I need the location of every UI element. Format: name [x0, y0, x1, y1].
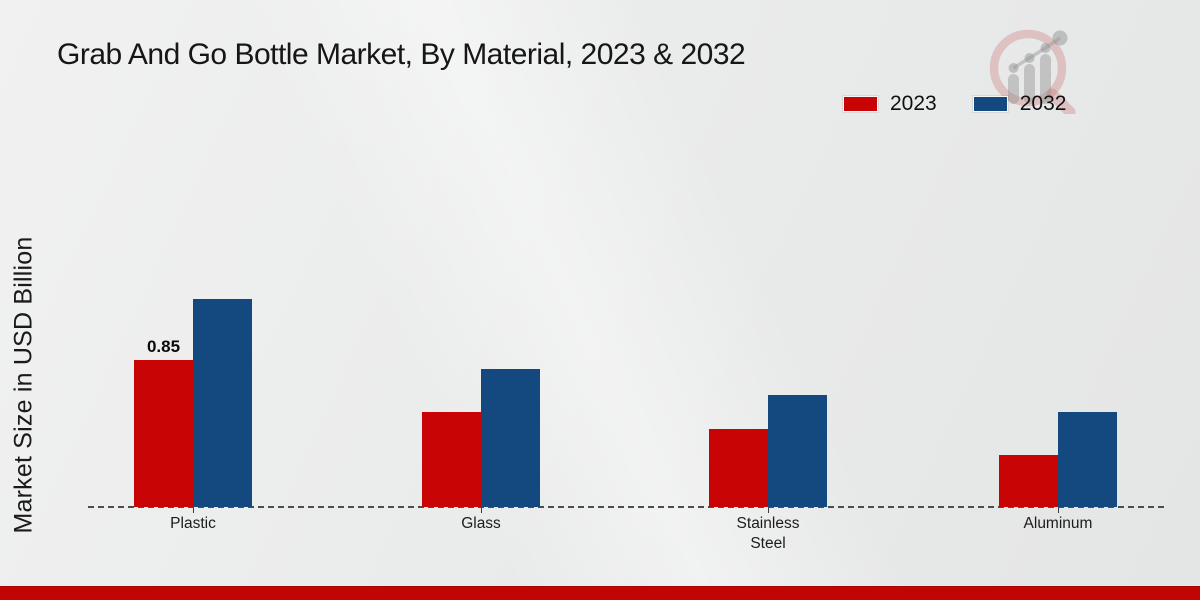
legend-item-2032: 2032 — [972, 92, 1067, 116]
legend-swatch-2032 — [972, 96, 1008, 112]
legend-item-2023: 2023 — [843, 92, 937, 116]
logo-bars-icon — [1008, 54, 1051, 104]
x-axis-label-glass: Glass — [461, 515, 501, 532]
legend-swatch-2023 — [843, 96, 878, 112]
bar-2032-aluminum — [1058, 412, 1117, 507]
bar-2032-plastic — [193, 299, 252, 507]
bar-2023-plastic — [134, 360, 193, 507]
legend-label-2032: 2032 — [1019, 92, 1067, 115]
logo-trend-line-icon — [1012, 36, 1061, 70]
x-axis-dashed-baseline — [88, 506, 1164, 508]
chart-title: Grab And Go Bottle Market, By Material, … — [57, 38, 746, 71]
magnifier-chart-watermark-logo — [989, 29, 1076, 114]
footer-accent-bar — [0, 586, 1200, 600]
bar-2023-glass — [422, 412, 481, 507]
legend-label-2023: 2023 — [890, 92, 937, 115]
x-axis-label-stainless-steel: Stainless Steel — [736, 515, 800, 553]
bar-2032-stainless-steel — [768, 395, 827, 507]
bar-2023-stainless-steel — [709, 429, 768, 507]
magnifier-handle-icon — [1046, 88, 1076, 114]
value-label-2023-plastic: 0.85 — [146, 337, 181, 356]
legend: 2023 2032 — [843, 92, 1066, 116]
bar-2032-glass — [481, 369, 540, 507]
x-axis-tick-glass — [481, 508, 482, 513]
bar-2023-aluminum — [999, 455, 1058, 507]
x-axis-label-plastic: Plastic — [170, 515, 216, 532]
x-axis-tick-plastic — [193, 508, 194, 513]
magnifier-lens-icon — [989, 29, 1067, 107]
logo-trend-dots-icon — [1008, 30, 1068, 73]
x-axis-tick-stainless-steel — [768, 508, 769, 513]
x-axis-tick-aluminum — [1058, 508, 1059, 513]
x-axis-label-aluminum: Aluminum — [1023, 515, 1093, 532]
